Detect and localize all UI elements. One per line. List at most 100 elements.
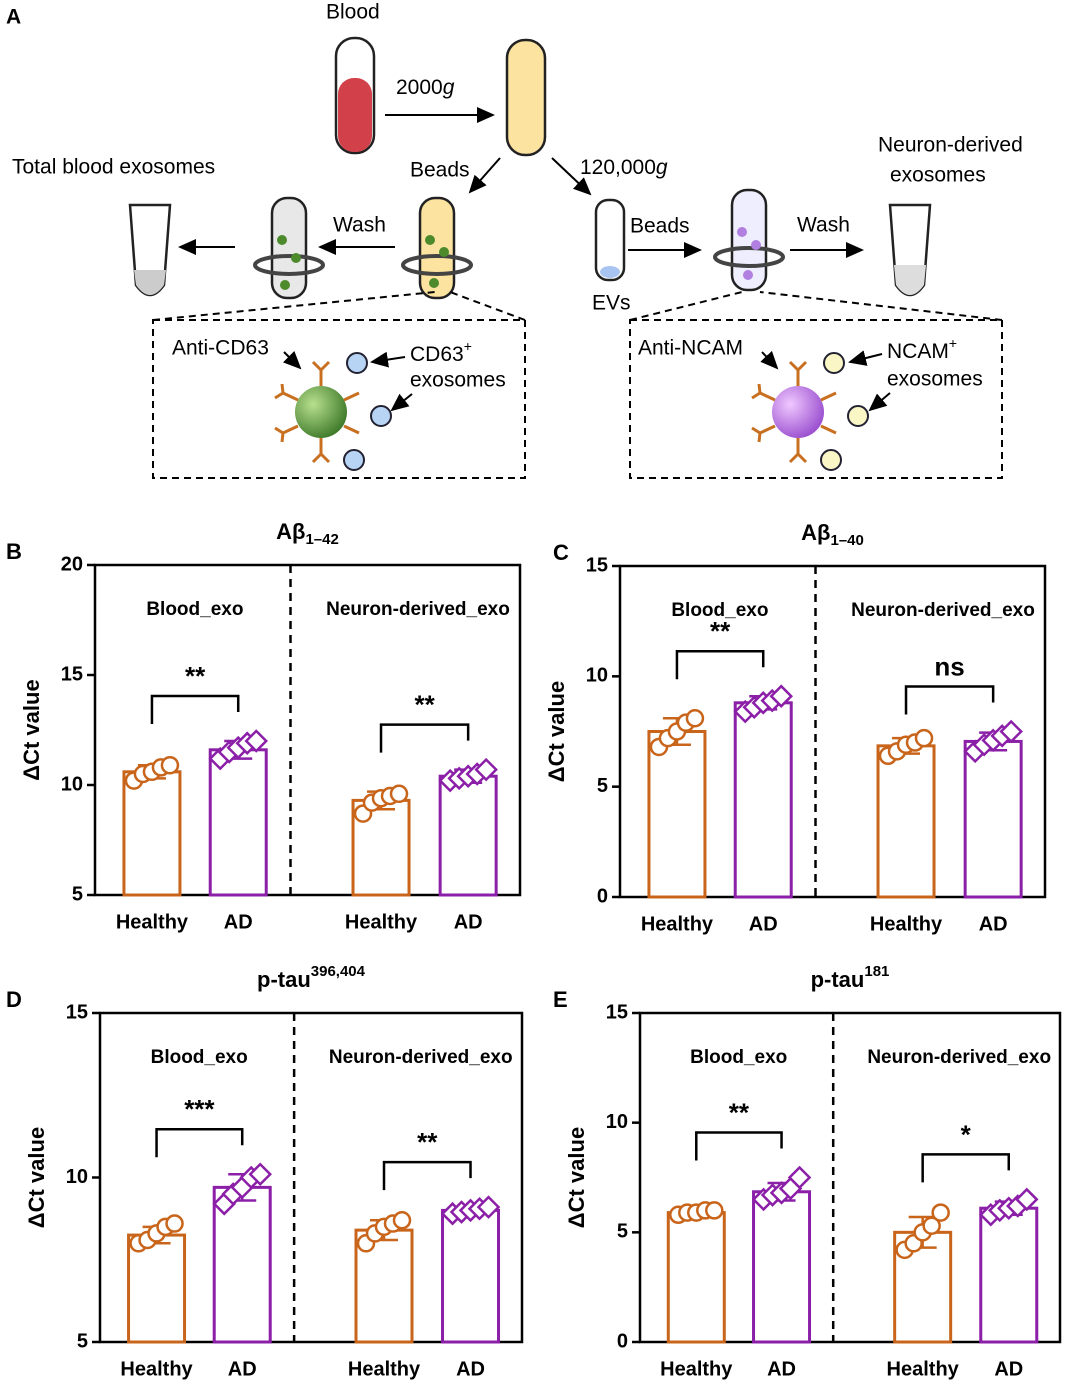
x-tick-label: AD bbox=[454, 911, 483, 933]
pellet bbox=[134, 270, 166, 295]
data-point bbox=[244, 729, 268, 753]
bar bbox=[876, 744, 936, 899]
x-tick-label: AD bbox=[224, 911, 253, 933]
data-point bbox=[769, 684, 793, 708]
group-label: Neuron-derived_exo bbox=[329, 1047, 513, 1068]
label: NCAM+ bbox=[887, 335, 957, 363]
y-tick-label: 15 bbox=[61, 663, 83, 685]
data-point bbox=[914, 728, 934, 748]
y-tick-label: 10 bbox=[586, 665, 608, 687]
label: Beads bbox=[630, 215, 690, 238]
panel-label: C bbox=[553, 540, 569, 565]
y-axis-label: ΔCt value bbox=[544, 681, 569, 782]
label: Wash bbox=[333, 214, 386, 237]
magnet bbox=[253, 254, 325, 276]
data-point bbox=[160, 755, 180, 775]
y-tick-label: 20 bbox=[61, 553, 83, 575]
arrow bbox=[551, 157, 592, 196]
label: 120,000g bbox=[580, 156, 668, 179]
label: Neuron-derived bbox=[878, 134, 1023, 157]
panel-label: E bbox=[553, 987, 568, 1012]
zoom-box bbox=[152, 319, 526, 479]
title-main: Aβ bbox=[801, 520, 830, 545]
group-label: Blood_exo bbox=[146, 599, 243, 620]
x-tick-label: AD bbox=[749, 913, 778, 935]
x-tick-label: Healthy bbox=[116, 911, 189, 933]
group-label: Blood_exo bbox=[671, 600, 768, 621]
significance-bracket bbox=[150, 694, 240, 724]
bar bbox=[666, 1211, 726, 1344]
bar bbox=[208, 748, 268, 897]
plot-frame bbox=[638, 1011, 1062, 1344]
y-tick-label: 10 bbox=[606, 1111, 628, 1133]
x-tick-label: Healthy bbox=[641, 913, 714, 935]
x-tick-label: Healthy bbox=[887, 1358, 960, 1380]
label: exosomes bbox=[887, 368, 983, 391]
data-point bbox=[474, 757, 498, 782]
y-tick-label: 5 bbox=[77, 1330, 88, 1352]
zoom-box bbox=[629, 319, 1003, 479]
y-tick-label: 10 bbox=[66, 1166, 88, 1188]
title-main: p-tau bbox=[811, 967, 865, 992]
plot-frame bbox=[93, 563, 522, 897]
data-point bbox=[685, 709, 705, 728]
x-tick-label: AD bbox=[456, 1358, 485, 1380]
title-sub: 1–40 bbox=[830, 532, 863, 549]
significance-bracket bbox=[382, 1160, 472, 1191]
y-tick-label: 15 bbox=[66, 1001, 88, 1023]
bar bbox=[122, 770, 182, 897]
y-tick-label: 5 bbox=[72, 883, 83, 905]
panel-label: B bbox=[6, 539, 22, 564]
pellet bbox=[600, 266, 620, 278]
data-point bbox=[165, 1214, 184, 1233]
x-tick-label: Healthy bbox=[660, 1358, 733, 1380]
x-tick-label: AD bbox=[994, 1358, 1023, 1380]
y-axis-label: ΔCt value bbox=[19, 679, 44, 780]
panel-label: A bbox=[6, 6, 21, 29]
label: 2000g bbox=[396, 76, 455, 99]
significance-bracket bbox=[921, 1153, 1011, 1183]
y-tick-label: 0 bbox=[597, 885, 608, 907]
group-label: Neuron-derived_exo bbox=[851, 600, 1035, 621]
significance-bracket bbox=[379, 723, 470, 753]
significance-label: ns bbox=[934, 651, 964, 681]
data-point bbox=[1014, 1187, 1039, 1212]
chart-title: p-tau181 bbox=[811, 963, 890, 992]
group-label: Neuron-derived_exo bbox=[867, 1047, 1051, 1068]
bar bbox=[752, 1190, 812, 1344]
data-point bbox=[999, 719, 1023, 744]
significance-label: ** bbox=[417, 1127, 438, 1157]
y-tick-label: 10 bbox=[61, 773, 83, 795]
bead bbox=[295, 386, 347, 438]
pellet bbox=[894, 265, 926, 295]
significance-label: ** bbox=[710, 616, 731, 646]
data-point bbox=[476, 1195, 501, 1219]
data-point bbox=[392, 1211, 412, 1230]
label: Anti-CD63 bbox=[172, 337, 269, 360]
significance-label: ** bbox=[185, 661, 206, 691]
label: Blood bbox=[326, 1, 380, 24]
title-main: p-tau bbox=[257, 967, 311, 992]
title-sup: 396,404 bbox=[311, 963, 366, 980]
bar bbox=[441, 1208, 501, 1344]
y-tick-label: 5 bbox=[597, 775, 608, 797]
group-label: Neuron-derived_exo bbox=[326, 599, 510, 620]
y-axis-label: ΔCt value bbox=[564, 1127, 589, 1228]
blood bbox=[338, 78, 372, 152]
label: Wash bbox=[797, 214, 850, 237]
title-main: Aβ bbox=[276, 519, 305, 544]
x-tick-label: AD bbox=[979, 913, 1008, 935]
significance-label: ** bbox=[729, 1097, 750, 1127]
significance-bracket bbox=[155, 1127, 244, 1158]
bar bbox=[963, 739, 1023, 899]
magnet bbox=[401, 254, 473, 276]
x-tick-label: Healthy bbox=[120, 1358, 193, 1380]
bar bbox=[979, 1206, 1039, 1344]
label: EVs bbox=[592, 292, 631, 315]
significance-label: *** bbox=[184, 1094, 215, 1124]
group-label: Blood_exo bbox=[151, 1047, 248, 1068]
title-sub: 1–42 bbox=[305, 531, 338, 548]
x-tick-label: Healthy bbox=[345, 911, 418, 933]
data-point bbox=[705, 1201, 724, 1220]
